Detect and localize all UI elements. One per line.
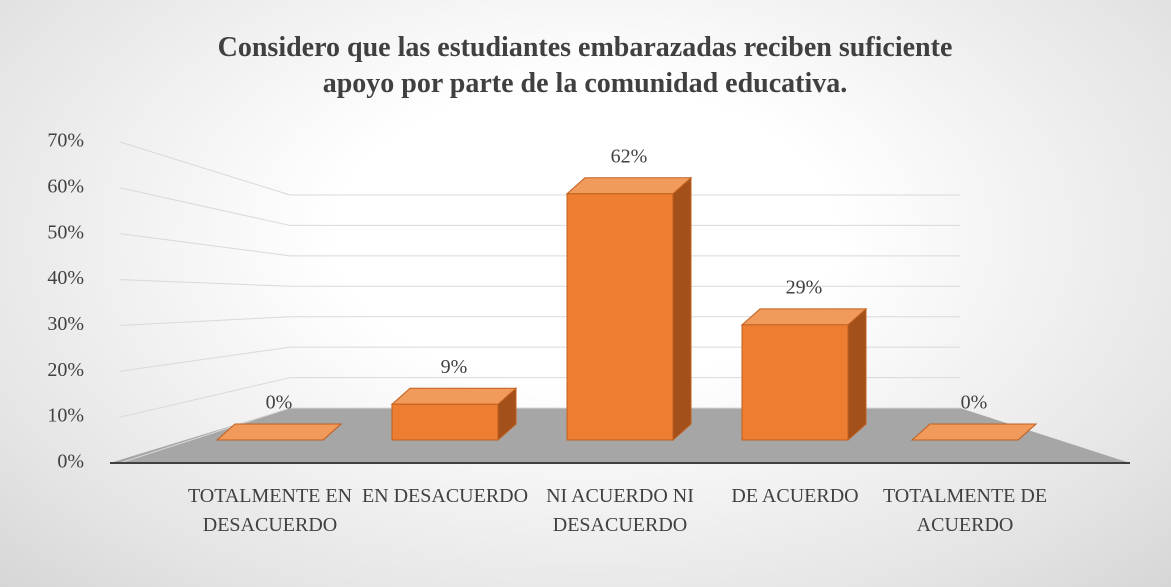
bar-front	[566, 193, 674, 441]
bar	[740, 307, 868, 442]
data-label: 29%	[786, 276, 823, 298]
y-tick-label: 0%	[57, 451, 84, 473]
grid-line	[119, 316, 291, 326]
bar	[565, 176, 693, 442]
bar-top	[910, 423, 1038, 441]
y-tick-label: 10%	[47, 405, 84, 427]
y-tick-label: 50%	[47, 221, 84, 243]
bar-front	[391, 403, 499, 441]
x-tick-label: EN DESACUERDO	[361, 485, 529, 507]
grid-line	[119, 141, 291, 196]
y-tick-label: 40%	[47, 267, 84, 289]
bar-top	[215, 423, 343, 441]
bar-top	[565, 177, 693, 195]
y-tick-label: 70%	[47, 130, 84, 152]
x-tick-label: TOTALMENTE EN DESACUERDO	[187, 485, 353, 536]
grid-line	[119, 187, 291, 226]
y-tick-label: 20%	[47, 359, 84, 381]
grid-line	[119, 407, 291, 464]
x-tick-label: DE ACUERDO	[731, 485, 859, 507]
grid-line	[119, 377, 291, 418]
bar	[215, 423, 343, 441]
grid-line	[119, 233, 291, 257]
data-label: 0%	[266, 392, 293, 414]
chart-title: Considero que las estudiantes embarazada…	[217, 32, 953, 99]
bar-front	[741, 324, 849, 441]
y-tick-label: 60%	[47, 175, 84, 197]
bar-side	[847, 307, 867, 442]
x-tick-label: NI ACUERDO NI DESACUERDO	[546, 485, 694, 536]
x-tick-label: TOTALMENTE DE ACUERDO	[882, 485, 1048, 536]
bar	[390, 387, 518, 442]
data-label: 62%	[611, 145, 648, 167]
grid-line	[119, 279, 291, 287]
bar-top	[740, 308, 868, 326]
data-label: 0%	[961, 392, 988, 414]
data-label: 9%	[441, 356, 468, 378]
bar-side	[672, 176, 692, 442]
bar-top	[390, 387, 518, 405]
bar	[910, 423, 1038, 441]
y-tick-label: 30%	[47, 313, 84, 335]
grid-line	[119, 346, 291, 372]
